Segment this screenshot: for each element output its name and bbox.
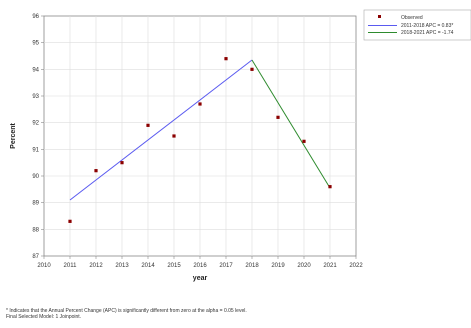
y-tick-label: 96 <box>32 14 39 20</box>
y-tick-label: 90 <box>32 174 39 180</box>
y-axis-ticks: 87 88 89 90 91 92 93 94 95 96 <box>32 14 44 260</box>
x-axis-title: year <box>193 275 208 282</box>
legend-segment-2-label: 2018-2021 APC = -1.74 <box>401 30 454 36</box>
footnote-apc: * Indicates that the Annual Percent Chan… <box>6 308 247 314</box>
y-axis-title: Percent <box>10 122 17 148</box>
data-series <box>68 57 332 223</box>
y-tick-label: 95 <box>32 41 39 47</box>
observed-point <box>68 219 72 223</box>
y-tick-label: 92 <box>32 121 39 127</box>
legend-observed-label: Observed <box>401 15 423 21</box>
y-tick-label: 89 <box>32 201 39 207</box>
x-tick-label: 2017 <box>219 263 233 269</box>
legend-observed-marker <box>378 15 381 18</box>
segment-line-1 <box>69 59 253 201</box>
observed-point <box>94 169 98 173</box>
y-tick-label: 88 <box>32 227 39 233</box>
x-tick-label: 2020 <box>297 263 311 269</box>
y-tick-label: 87 <box>32 254 39 260</box>
x-tick-label: 2022 <box>349 263 363 269</box>
observed-point <box>120 161 124 165</box>
y-tick-label: 93 <box>32 94 39 100</box>
x-tick-label: 2013 <box>115 263 129 269</box>
x-tick-label: 2015 <box>167 263 181 269</box>
x-tick-label: 2010 <box>37 263 51 269</box>
x-tick-label: 2016 <box>193 263 207 269</box>
observed-point <box>146 123 150 127</box>
legend-segment-1-label: 2011-2018 APC = 0.83* <box>401 23 453 29</box>
x-tick-label: 2012 <box>89 263 103 269</box>
footnote-model: Final Selected Model: 1 Joinpoint. <box>6 314 82 320</box>
x-tick-label: 2011 <box>64 263 78 269</box>
observed-point <box>250 67 254 71</box>
y-tick-label: 94 <box>32 67 39 73</box>
x-tick-label: 2021 <box>323 263 337 269</box>
x-axis-ticks: 2010 2011 2012 2013 2014 2015 2016 2017 2018 2019… <box>37 256 363 269</box>
observed-point <box>224 57 228 61</box>
y-tick-label: 91 <box>32 147 39 153</box>
observed-point <box>328 185 332 189</box>
observed-point <box>302 139 306 143</box>
grid-lines <box>44 16 356 256</box>
x-tick-label: 2019 <box>271 263 285 269</box>
segment-line-2 <box>251 59 331 189</box>
x-tick-label: 2014 <box>141 263 155 269</box>
x-tick-label: 2018 <box>245 263 259 269</box>
observed-point <box>198 102 202 106</box>
observed-point <box>172 134 176 138</box>
observed-point <box>276 115 280 119</box>
legend: Observed 2011-2018 APC = 0.83* 2018-2021… <box>363 9 471 41</box>
